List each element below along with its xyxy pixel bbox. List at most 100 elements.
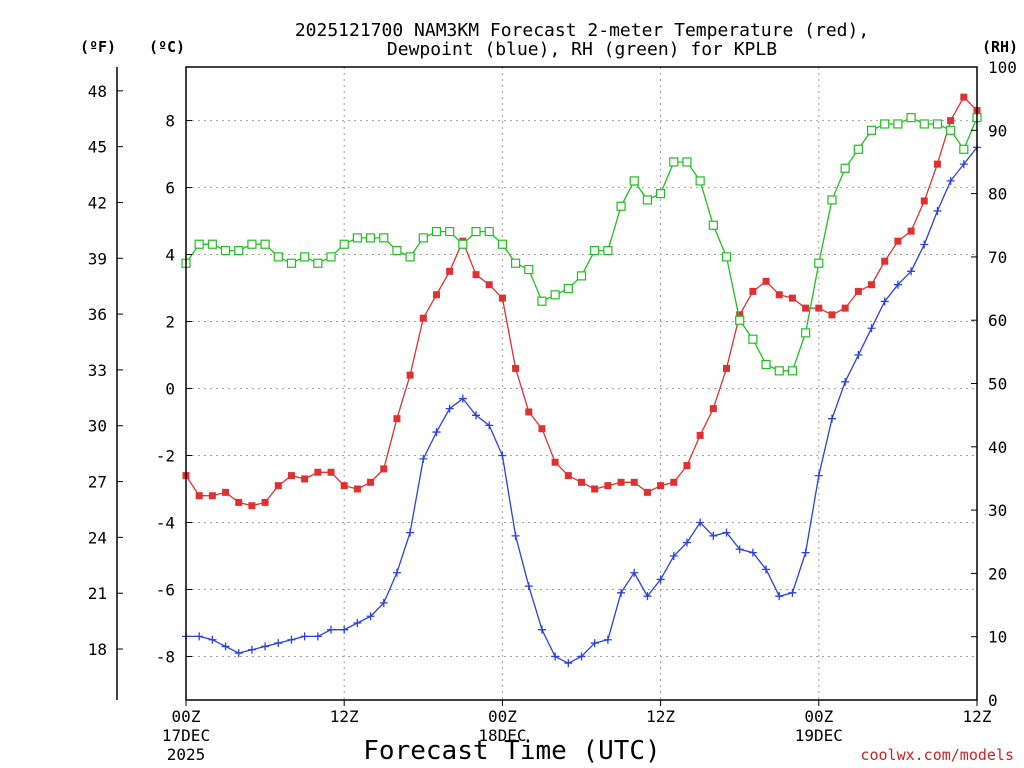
temperature-line <box>185 96 978 507</box>
celsius-tick-label: 4 <box>165 246 175 265</box>
relative-humidity-point <box>365 233 376 243</box>
dewpoint-point <box>445 404 454 413</box>
dewpoint-point <box>880 297 889 306</box>
relative-humidity-point <box>682 157 692 167</box>
dewpoint-point <box>709 531 718 540</box>
relative-humidity-point <box>880 119 890 129</box>
temperature-point <box>591 485 599 493</box>
temperature-point <box>498 294 506 302</box>
chart-title-line2: Dewpoint (blue), RH (green) for KPLB <box>387 39 777 60</box>
dewpoint-point <box>261 642 270 651</box>
dewpoint-point <box>669 551 678 560</box>
temperature-point <box>380 465 388 473</box>
relative-humidity-point <box>959 144 969 154</box>
dewpoint-point <box>353 618 362 627</box>
relative-humidity-point <box>708 220 718 230</box>
dewpoint-point <box>537 625 546 634</box>
dewpoint-point <box>524 582 533 591</box>
x-axis-title: Forecast Time (UTC) <box>363 736 660 766</box>
relative-humidity-point <box>194 239 204 249</box>
relative-humidity-point <box>497 239 507 249</box>
dewpoint-point <box>893 280 902 289</box>
chart-title-line1: 2025121700 NAM3KM Forecast 2-meter Tempe… <box>295 20 869 41</box>
credit-label: coolwx.com/models <box>860 746 1014 764</box>
relative-humidity-point <box>853 144 863 154</box>
relative-humidity-point <box>563 283 573 294</box>
x-tick-label: 12Z <box>330 707 359 726</box>
temperature-point <box>775 291 783 299</box>
dewpoint-point <box>511 531 520 540</box>
temperature-point <box>367 478 375 486</box>
relative-humidity-point <box>774 366 784 376</box>
temperature-point <box>538 425 546 433</box>
dewpoint-point <box>221 642 230 651</box>
temperature-point <box>353 485 361 493</box>
dewpoint-point <box>643 592 652 601</box>
dewpoint-point <box>775 592 784 601</box>
relative-humidity-point <box>576 271 587 281</box>
dewpoint-point <box>933 207 942 216</box>
relative-humidity-point <box>260 239 270 249</box>
relative-humidity-point <box>392 245 402 256</box>
dewpoint-point <box>907 267 916 276</box>
dewpoint-point <box>313 632 322 641</box>
relative-humidity-series <box>181 113 982 376</box>
temperature-point <box>670 478 678 486</box>
temperature-point <box>762 277 770 285</box>
relative-humidity-point <box>352 233 362 243</box>
temperature-point <box>828 311 836 319</box>
rh-tick-label: 60 <box>988 311 1007 330</box>
fahrenheit-tick-label: 45 <box>88 138 107 157</box>
rh-unit-label: (RH) <box>982 38 1018 56</box>
temperature-point <box>446 267 454 275</box>
fahrenheit-tick-label: 48 <box>88 82 107 101</box>
dewpoint-point <box>485 421 494 430</box>
dewpoint-point <box>788 588 797 597</box>
relative-humidity-point <box>932 119 943 129</box>
temperature-point <box>564 472 572 480</box>
dewpoint-point <box>920 240 929 249</box>
temperature-point <box>617 478 625 486</box>
x-tick-date-label: 18DEC <box>478 726 526 745</box>
relative-humidity-point <box>642 195 653 205</box>
temperature-point <box>419 314 427 322</box>
dewpoint-point <box>419 454 428 463</box>
relative-humidity-point <box>458 239 468 249</box>
rh-tick-label: 80 <box>988 185 1007 204</box>
temperature-point <box>854 287 862 295</box>
temperature-point <box>261 498 269 506</box>
temperature-point <box>432 291 440 299</box>
rh-tick-label: 90 <box>988 121 1007 140</box>
temperature-point <box>657 482 665 490</box>
relative-humidity-line <box>185 116 978 372</box>
dewpoint-point <box>551 652 560 661</box>
temperature-point <box>630 478 638 486</box>
fahrenheit-tick-label: 21 <box>88 584 107 603</box>
dewpoint-line <box>186 146 978 664</box>
temperature-point <box>235 498 243 506</box>
relative-humidity-point <box>814 258 824 268</box>
temperature-point <box>248 502 256 510</box>
dewpoint-point <box>247 645 256 654</box>
dewpoint-point <box>392 568 401 577</box>
temperature-point <box>208 492 216 500</box>
dewpoint-point <box>630 568 639 577</box>
temperature-point <box>393 415 401 423</box>
temperature-point <box>287 472 295 480</box>
rh-tick-label: 30 <box>988 501 1007 520</box>
temperature-point <box>512 364 520 372</box>
temperature-point <box>960 93 968 101</box>
temperature-point <box>788 294 796 302</box>
fahrenheit-tick-label: 42 <box>88 193 107 212</box>
fahrenheit-tick-label: 33 <box>88 361 107 380</box>
dewpoint-point <box>577 652 586 661</box>
temperature-point <box>274 482 282 490</box>
dewpoint-point <box>234 649 243 658</box>
rh-tick-label: 10 <box>988 628 1007 647</box>
relative-humidity-point <box>510 258 521 268</box>
dewpoint-point <box>300 632 309 641</box>
relative-humidity-point <box>827 195 837 205</box>
relative-humidity-point <box>629 176 639 186</box>
fahrenheit-tick-label: 18 <box>88 640 107 659</box>
